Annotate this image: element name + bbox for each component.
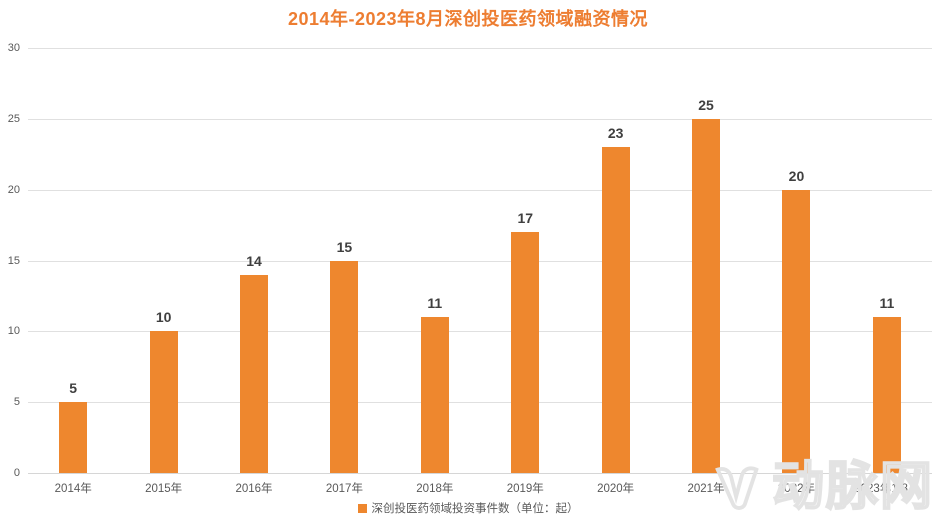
gridline-y25: [28, 118, 932, 120]
x-tick-label: 2017年: [325, 483, 363, 495]
x-tick-label: 2015年: [145, 483, 183, 495]
bars-container: 5 10 14 15 11 17 23 25 20 11: [28, 48, 932, 473]
gridline-y30: [28, 48, 932, 49]
bar: [782, 189, 811, 473]
y-tick-label-25: 25: [7, 112, 20, 125]
data-label: 11: [427, 295, 443, 312]
bar: [511, 232, 540, 473]
bar: [420, 317, 449, 473]
data-label: 10: [155, 309, 172, 326]
gridline-y20: [28, 189, 932, 191]
bar: [59, 402, 88, 473]
x-tick-label: 2023年1-8月: [854, 483, 920, 495]
data-label: 15: [336, 238, 353, 255]
data-label: 5: [69, 380, 78, 397]
x-tick-label: 2022年: [777, 483, 815, 495]
bar: [872, 317, 901, 473]
bar: [692, 118, 721, 473]
legend: 深创投医药领域投资事件数（单位：起）: [0, 500, 936, 516]
x-tick-label: 2016年: [235, 483, 273, 495]
gridline-y0: [28, 473, 932, 474]
bar-column-2021年: 25: [661, 48, 751, 473]
x-tick-label: 2018年: [416, 483, 454, 495]
data-label: 14: [246, 252, 262, 269]
bar: [601, 147, 630, 473]
legend-label: 深创投医药领域投资事件数（单位：起）: [371, 503, 579, 515]
y-tick-label-20: 20: [7, 183, 20, 196]
gridline-y10: [28, 331, 932, 333]
x-tick-label: 2014年: [54, 483, 92, 495]
plot-area: 5 10 14 15 11 17 23 25 20 11 0 5 10 15 20 25 30: [8, 42, 932, 479]
x-tick-label: 2019年: [506, 483, 544, 495]
data-label: 11: [879, 295, 895, 312]
y-tick-label-15: 15: [7, 254, 20, 267]
bar-column-2016年: 14: [209, 48, 299, 473]
bar: [149, 331, 178, 473]
bar: [240, 274, 269, 473]
x-tick-label: 2020年: [597, 483, 635, 495]
y-tick-label-5: 5: [13, 396, 20, 409]
y-tick-label-0: 0: [13, 467, 20, 479]
bar-column-2015年: 10: [118, 48, 208, 473]
bar-column-2020年: 23: [570, 48, 660, 473]
legend-swatch-icon: [357, 503, 367, 513]
data-label: 17: [517, 210, 534, 227]
gridline-y5: [28, 402, 932, 404]
bar-column-2023年1-8月: 11: [842, 48, 932, 473]
bar-column-2018年: 11: [390, 48, 480, 473]
bar-column-2019年: 17: [480, 48, 570, 473]
gridline-y15: [28, 260, 932, 262]
y-tick-label-30: 30: [7, 42, 20, 54]
data-label: 20: [788, 167, 805, 184]
x-tick-label: 2021年: [687, 483, 725, 495]
bar-column-2022年: 20: [751, 48, 841, 473]
data-label: 23: [607, 125, 624, 142]
chart-title: 2014年-2023年8月深创投医药领域融资情况: [287, 9, 649, 29]
bar-column-2017年: 15: [299, 48, 389, 473]
bar-column-2014年: 5: [28, 48, 118, 473]
x-axis-labels: 2014年 2015年 2016年 2017年 2018年 2019年 2020年 2021年…: [28, 480, 932, 496]
y-tick-label-10: 10: [7, 325, 20, 338]
data-label: 25: [698, 96, 714, 113]
bar: [330, 260, 359, 473]
